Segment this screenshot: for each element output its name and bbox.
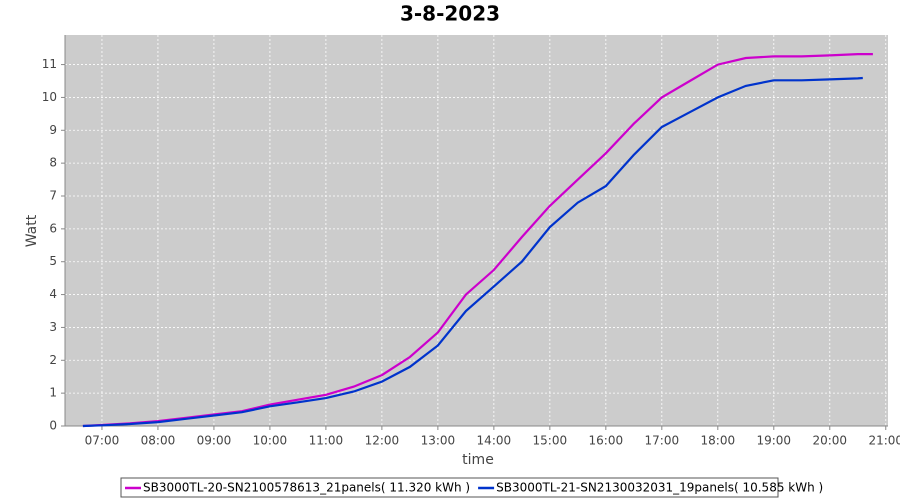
- y-tick-label: 3: [49, 320, 57, 334]
- x-tick-label: 11:00: [309, 434, 344, 448]
- x-tick-label: 14:00: [477, 434, 512, 448]
- y-tick-label: 1: [49, 386, 57, 400]
- x-tick-label: 15:00: [533, 434, 568, 448]
- x-tick-label: 18:00: [701, 434, 736, 448]
- legend-label: SB3000TL-20-SN2100578613_21panels( 11.32…: [143, 481, 470, 495]
- x-tick-label: 17:00: [645, 434, 680, 448]
- y-tick-label: 2: [49, 353, 57, 367]
- y-tick-label: 8: [49, 156, 57, 170]
- y-tick-label: 6: [49, 221, 57, 235]
- x-tick-label: 13:00: [421, 434, 456, 448]
- chart-title: 3-8-2023: [400, 2, 500, 26]
- plot-area: [65, 35, 888, 426]
- series-line: [82, 76, 863, 428]
- y-tick-label: 11: [42, 57, 57, 71]
- x-tick-label: 09:00: [197, 434, 232, 448]
- y-tick-label: 4: [49, 287, 57, 301]
- x-tick-label: 16:00: [589, 434, 624, 448]
- x-tick-label: 07:00: [85, 434, 120, 448]
- legend: [120, 477, 779, 498]
- y-tick-label: 10: [42, 90, 57, 104]
- x-tick-label: 19:00: [756, 434, 791, 448]
- y-tick-label: 7: [49, 189, 57, 203]
- x-tick-label: 10:00: [253, 434, 288, 448]
- y-tick-label: 9: [49, 123, 57, 137]
- legend-label: SB3000TL-21-SN2130032031_19panels( 10.58…: [496, 481, 823, 495]
- x-tick-label: 20:00: [812, 434, 847, 448]
- y-tick-label: 0: [49, 419, 57, 433]
- x-tick-label: 21:00: [868, 434, 900, 448]
- x-tick-label: 12:00: [365, 434, 400, 448]
- x-tick-label: 08:00: [141, 434, 176, 448]
- y-tick-label: 5: [49, 254, 57, 268]
- x-axis-label: time: [462, 452, 494, 468]
- y-axis-label: Watt: [24, 214, 40, 247]
